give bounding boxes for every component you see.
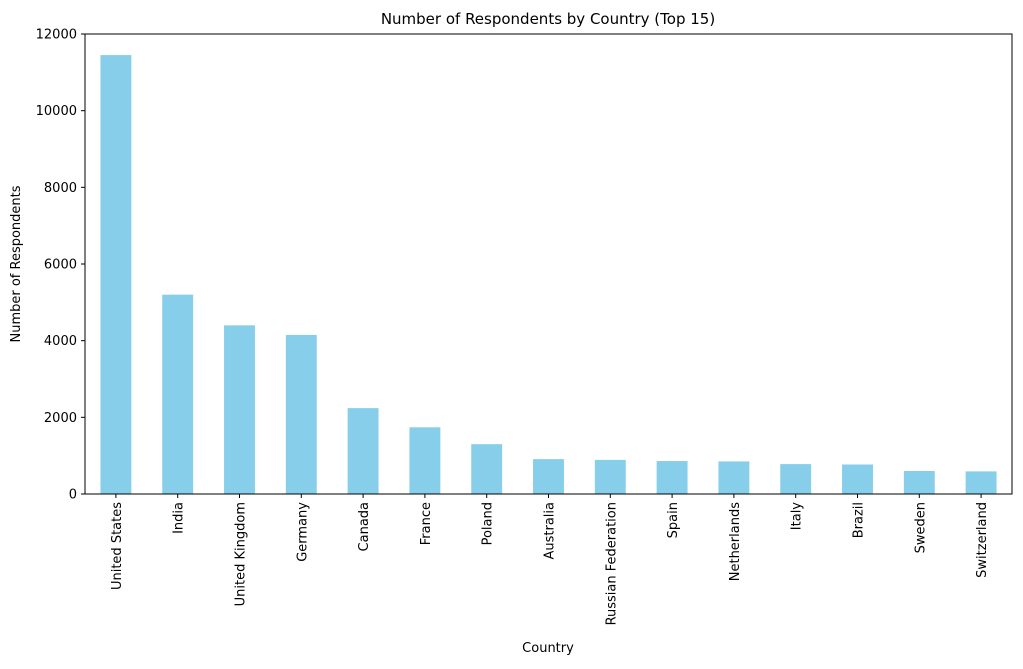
bar (903, 471, 935, 494)
bar (162, 294, 194, 494)
y-axis: 0 2000 4000 6000 8000 10000 12000 (36, 28, 85, 503)
bar (656, 461, 688, 494)
y-tick-label: 12000 (36, 28, 77, 43)
bar (471, 444, 503, 494)
x-tick-label: Sweden (913, 502, 928, 553)
bar (285, 334, 317, 494)
y-tick-label: 6000 (44, 258, 77, 273)
x-tick-label: Brazil (852, 502, 867, 538)
bar (842, 464, 873, 494)
bar (594, 459, 626, 494)
x-tick-label: Australia (543, 502, 558, 560)
x-tick-label: Russian Federation (604, 502, 619, 625)
y-tick-label: 10000 (36, 104, 77, 119)
x-tick-label: Switzerland (975, 502, 990, 578)
y-axis-label: Number of Respondents (9, 185, 24, 342)
bars-group (100, 55, 997, 494)
bar (533, 459, 564, 494)
x-tick-label: Poland (481, 502, 496, 545)
plot-frame (84, 33, 1013, 495)
x-tick-label: France (419, 502, 434, 545)
chart-title: Number of Respondents by Country (Top 15… (381, 10, 715, 28)
x-tick-label: United States (110, 502, 125, 590)
x-axis-label: Country (522, 641, 574, 656)
x-tick-label: Canada (357, 502, 372, 551)
y-tick-label: 4000 (44, 334, 77, 349)
y-tick-label: 2000 (44, 411, 77, 426)
bar (965, 471, 997, 494)
bar (409, 427, 441, 494)
bar (718, 461, 750, 494)
bar (100, 55, 132, 494)
x-tick-label: India (172, 502, 187, 534)
x-tick-label: Italy (790, 502, 805, 531)
bar (224, 325, 255, 494)
x-tick-label: Netherlands (728, 502, 743, 581)
y-tick-label: 8000 (44, 181, 77, 196)
x-tick-label: United Kingdom (234, 502, 249, 606)
x-tick-label: Spain (666, 502, 681, 538)
bar (347, 408, 379, 494)
bar (780, 464, 812, 494)
x-tick-label: Germany (295, 502, 310, 562)
x-axis: United States India United Kingdom Germany C… (110, 494, 990, 625)
y-tick-label: 0 (69, 488, 77, 503)
